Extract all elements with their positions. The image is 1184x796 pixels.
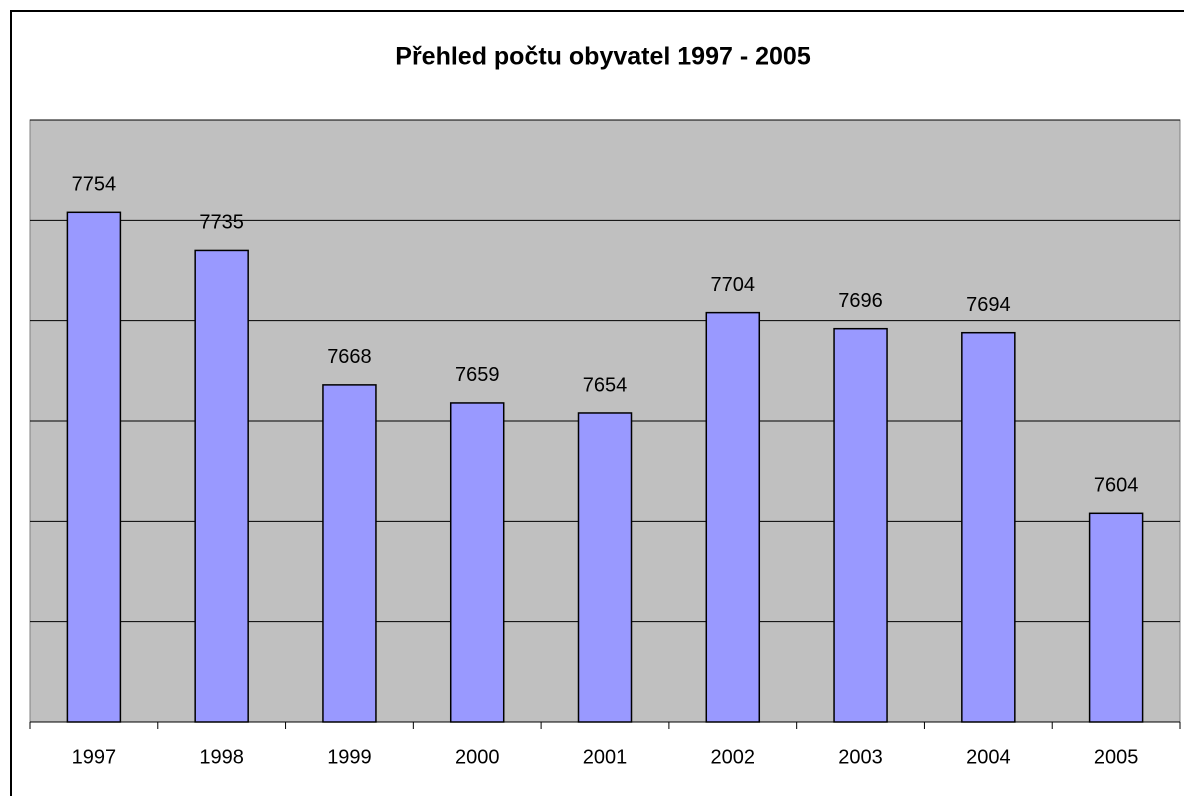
data-label: 7659: [455, 364, 500, 386]
x-tick-label: 2002: [711, 746, 756, 768]
bar: [194, 249, 249, 723]
x-tick-label: 2000: [455, 746, 500, 768]
x-tick-label: 1997: [72, 746, 117, 768]
chart-title: Přehled počtu obyvatel 1997 - 2005: [395, 43, 811, 71]
bar: [1088, 512, 1144, 723]
bar: [577, 412, 633, 723]
data-label: 7654: [583, 374, 628, 396]
bar: [961, 331, 1016, 723]
x-tick-label: 1998: [199, 746, 244, 768]
bar: [833, 327, 888, 723]
data-label: 7735: [199, 212, 244, 234]
bar: [449, 402, 505, 723]
data-label: 7668: [327, 346, 372, 368]
data-label: 7704: [711, 274, 756, 296]
data-label: 7604: [1094, 475, 1139, 497]
x-tick-label: 2004: [966, 746, 1011, 768]
bar: [705, 311, 761, 723]
bar: [322, 384, 377, 723]
data-label: 7694: [966, 294, 1011, 316]
x-tick-label: 2005: [1094, 746, 1139, 768]
x-tick-label: 1999: [327, 746, 372, 768]
data-label: 7696: [838, 290, 883, 312]
x-tick-label: 2003: [838, 746, 883, 768]
data-label: 7754: [72, 174, 117, 196]
bar: [66, 211, 122, 723]
x-tick-label: 2001: [583, 746, 628, 768]
